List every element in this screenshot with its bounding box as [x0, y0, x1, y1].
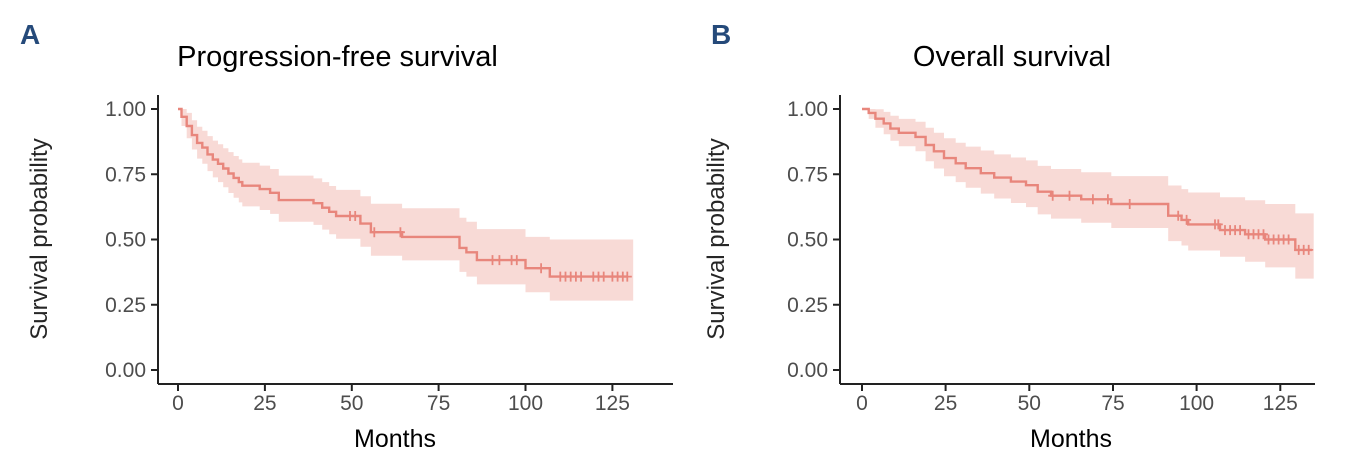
- censor-marks: [345, 211, 632, 282]
- km-plot-progression-free: 0 25 50 75 100 125 1.00 0.75 0.50 0.25 0.00: [105, 95, 673, 415]
- y-tick-label: 1.00: [105, 98, 146, 121]
- km-plot-overall: 0 25 50 75 100 125 1.00 0.75 0.50 0.25 0.00: [787, 95, 1315, 415]
- y-tick-label: 0.75: [787, 163, 828, 186]
- x-tick-label: 50: [1018, 392, 1041, 415]
- x-tick-label: 125: [595, 392, 630, 415]
- y-tick-label: 1.00: [787, 98, 828, 121]
- x-tick-label: 75: [427, 392, 450, 415]
- panel-progression-free-survival: 0 25 50 75 100 125 1.00 0.75 0.50 0.25 0.00 A Prog…: [20, 19, 673, 453]
- y-tick-label: 0.75: [105, 163, 146, 186]
- x-tick-label: 125: [1263, 392, 1298, 415]
- x-axis-title-b: Months: [1030, 425, 1112, 453]
- survival-curve: [862, 107, 1312, 252]
- y-tick-label: 0.50: [105, 229, 146, 252]
- x-tick-label: 25: [934, 392, 957, 415]
- chart-title-a: Progression-free survival: [177, 41, 498, 73]
- y-tick-label: 0.25: [105, 294, 146, 317]
- y-tick-label: 0.50: [787, 229, 828, 252]
- panel-overall-survival: 0 25 50 75 100 125 1.00 0.75 0.50 0.25 0.00 B Over…: [675, 0, 1349, 469]
- y-tick-label: 0.00: [787, 359, 828, 382]
- censor-marks: [1048, 190, 1314, 255]
- chart-title-b: Overall survival: [912, 41, 1112, 73]
- x-tick-label: 50: [340, 392, 363, 415]
- x-tick-label: 0: [172, 392, 184, 415]
- y-axis-title-a: Survival probability: [26, 138, 53, 340]
- panel-label-b: B: [711, 19, 732, 50]
- confidence-band: [862, 109, 1314, 279]
- x-axis-title-a: Months: [354, 425, 436, 453]
- x-tick-label: 25: [253, 392, 276, 415]
- x-tick-label: 0: [856, 392, 868, 415]
- x-tick-label: 75: [1101, 392, 1124, 415]
- x-tick-label: 100: [1179, 392, 1214, 415]
- y-tick-label: 0.00: [105, 359, 146, 382]
- x-tick-label: 100: [508, 392, 543, 415]
- panel-label-a: A: [20, 19, 41, 50]
- y-axis-title-b: Survival probability: [703, 138, 730, 340]
- y-tick-label: 0.25: [787, 294, 828, 317]
- survival-curve: [178, 107, 628, 278]
- confidence-band: [178, 109, 634, 301]
